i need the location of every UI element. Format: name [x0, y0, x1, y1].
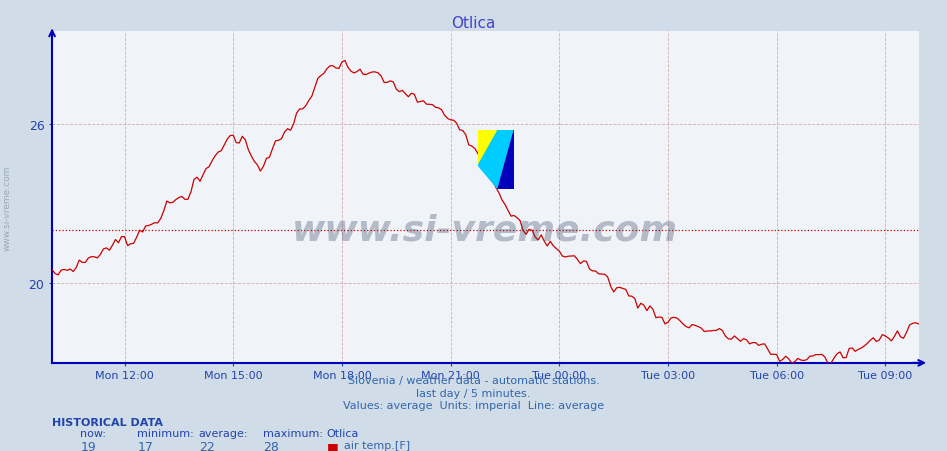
Text: www.si-vreme.com: www.si-vreme.com [3, 165, 12, 250]
Text: 17: 17 [137, 440, 153, 451]
Text: maximum:: maximum: [263, 428, 323, 438]
Text: last day / 5 minutes.: last day / 5 minutes. [417, 388, 530, 398]
Text: Values: average  Units: imperial  Line: average: Values: average Units: imperial Line: av… [343, 400, 604, 410]
Text: Otlica: Otlica [452, 16, 495, 31]
Text: 19: 19 [80, 440, 97, 451]
Polygon shape [498, 131, 514, 189]
Text: www.si-vreme.com: www.si-vreme.com [293, 213, 678, 248]
Text: 28: 28 [263, 440, 279, 451]
Text: 22: 22 [199, 440, 215, 451]
Text: now:: now: [80, 428, 106, 438]
Polygon shape [478, 131, 514, 189]
Text: air temp.[F]: air temp.[F] [344, 440, 410, 450]
Text: minimum:: minimum: [137, 428, 194, 438]
Text: HISTORICAL DATA: HISTORICAL DATA [52, 417, 163, 427]
Text: Otlica: Otlica [327, 428, 359, 438]
Polygon shape [478, 131, 498, 166]
Text: Slovenia / weather data - automatic stations.: Slovenia / weather data - automatic stat… [348, 375, 599, 385]
Text: ■: ■ [327, 440, 338, 451]
Text: average:: average: [199, 428, 248, 438]
